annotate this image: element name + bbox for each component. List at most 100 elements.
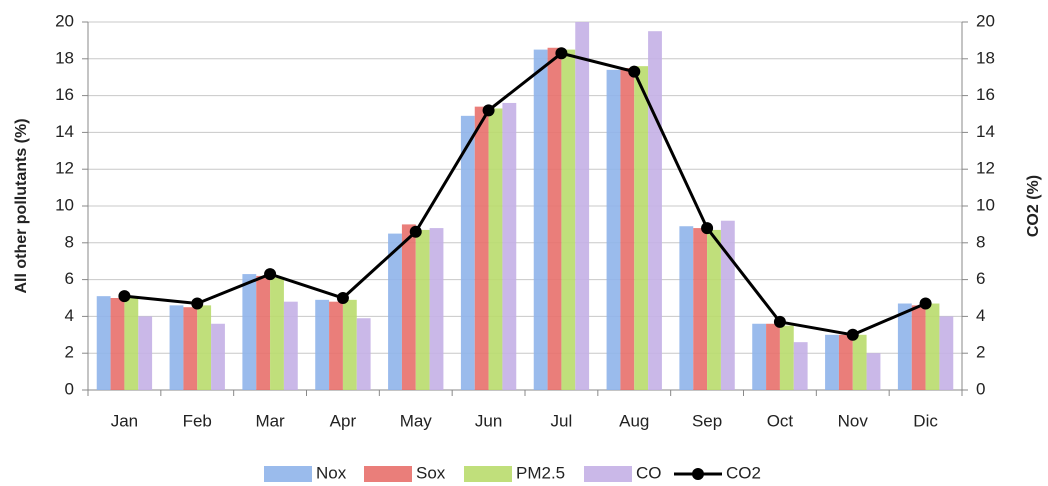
bar <box>329 301 343 390</box>
bar <box>488 108 503 390</box>
y-tick-label: 14 <box>55 122 74 141</box>
legend-label: PM2.5 <box>516 463 565 482</box>
x-tick-label: Dic <box>913 411 938 430</box>
legend-swatch <box>264 466 312 482</box>
y2-tick-label: 16 <box>976 85 995 104</box>
bar <box>138 316 153 390</box>
marker <box>191 297 204 310</box>
legend-label: Nox <box>316 463 347 482</box>
bar <box>606 69 621 390</box>
bar <box>866 353 881 390</box>
x-tick-label: Feb <box>183 411 212 430</box>
bar <box>911 305 926 390</box>
bar <box>779 325 794 390</box>
bar <box>634 66 649 390</box>
bar <box>388 233 402 390</box>
bar <box>474 106 489 390</box>
x-tick-label: Jul <box>551 411 573 430</box>
bar <box>124 298 139 390</box>
legend-label: Sox <box>416 463 446 482</box>
bar <box>825 334 839 390</box>
bar <box>693 228 708 390</box>
y2-tick-label: 6 <box>976 269 985 288</box>
bar <box>502 102 517 391</box>
bar <box>356 318 371 390</box>
marker <box>628 65 641 78</box>
bar <box>110 298 125 390</box>
y2-tick-label: 14 <box>976 122 995 141</box>
y-axis-title: All other pollutants (%) <box>13 118 30 293</box>
bar <box>752 323 767 390</box>
bar <box>415 229 430 390</box>
bar <box>838 334 853 390</box>
marker <box>409 225 422 238</box>
y-tick-label: 20 <box>55 11 74 30</box>
marker <box>555 47 568 60</box>
bar <box>183 307 198 390</box>
line <box>124 51 927 337</box>
y-tick-label: 6 <box>65 269 74 288</box>
bar <box>897 303 912 390</box>
y2-tick-label: 8 <box>976 232 985 251</box>
bar <box>401 224 416 390</box>
bar <box>561 49 576 390</box>
marker <box>118 290 131 303</box>
bar <box>648 31 662 390</box>
marker <box>336 292 349 304</box>
bar <box>315 299 330 390</box>
marker <box>773 315 786 328</box>
legend-swatch <box>464 466 512 482</box>
bar <box>242 274 257 390</box>
y-tick-label: 2 <box>65 343 74 362</box>
y-tick-label: 16 <box>55 85 74 104</box>
y2-tick-label: 18 <box>976 48 995 67</box>
bar <box>96 296 111 390</box>
marker <box>919 297 932 310</box>
bar <box>939 316 954 390</box>
bar <box>256 275 271 390</box>
y-tick-label: 0 <box>65 379 74 398</box>
legend-marker <box>692 468 704 480</box>
bar <box>211 323 225 390</box>
legend-swatch <box>364 466 412 482</box>
x-tick-label: Jan <box>111 411 138 430</box>
bar <box>925 303 940 390</box>
y-tick-label: 12 <box>55 159 74 178</box>
y2-tick-label: 2 <box>976 343 985 362</box>
y2-tick-label: 10 <box>976 195 995 214</box>
bar <box>169 305 184 390</box>
legend-label: CO <box>636 463 662 482</box>
bar <box>270 277 284 390</box>
x-tick-label: Nov <box>838 411 869 430</box>
x-tick-label: Oct <box>767 411 794 430</box>
bar <box>707 229 721 390</box>
y-tick-label: 4 <box>65 306 74 325</box>
bar <box>720 220 735 390</box>
bar <box>575 22 590 390</box>
bar <box>766 323 780 390</box>
x-tick-label: May <box>400 411 433 430</box>
legend-label: CO2 <box>726 463 761 482</box>
x-tick-label: Apr <box>330 411 357 430</box>
marker <box>482 104 495 117</box>
x-tick-label: Jun <box>475 411 502 430</box>
bar <box>547 47 562 390</box>
bar <box>793 342 808 390</box>
bar <box>283 301 298 390</box>
y-tick-label: 8 <box>65 232 74 251</box>
x-tick-label: Aug <box>619 411 649 430</box>
y2-tick-label: 12 <box>976 159 995 178</box>
y2-tick-label: 4 <box>976 306 985 325</box>
bar <box>620 68 635 390</box>
marker <box>846 328 859 341</box>
y2-tick-label: 20 <box>976 11 995 30</box>
y2-axis-title: CO2 (%) <box>1025 175 1042 237</box>
marker <box>701 222 714 235</box>
bar <box>533 49 548 390</box>
bar <box>679 226 694 390</box>
bar <box>460 115 475 390</box>
bar <box>852 334 867 390</box>
y-tick-label: 18 <box>55 48 74 67</box>
x-tick-label: Sep <box>692 411 722 430</box>
